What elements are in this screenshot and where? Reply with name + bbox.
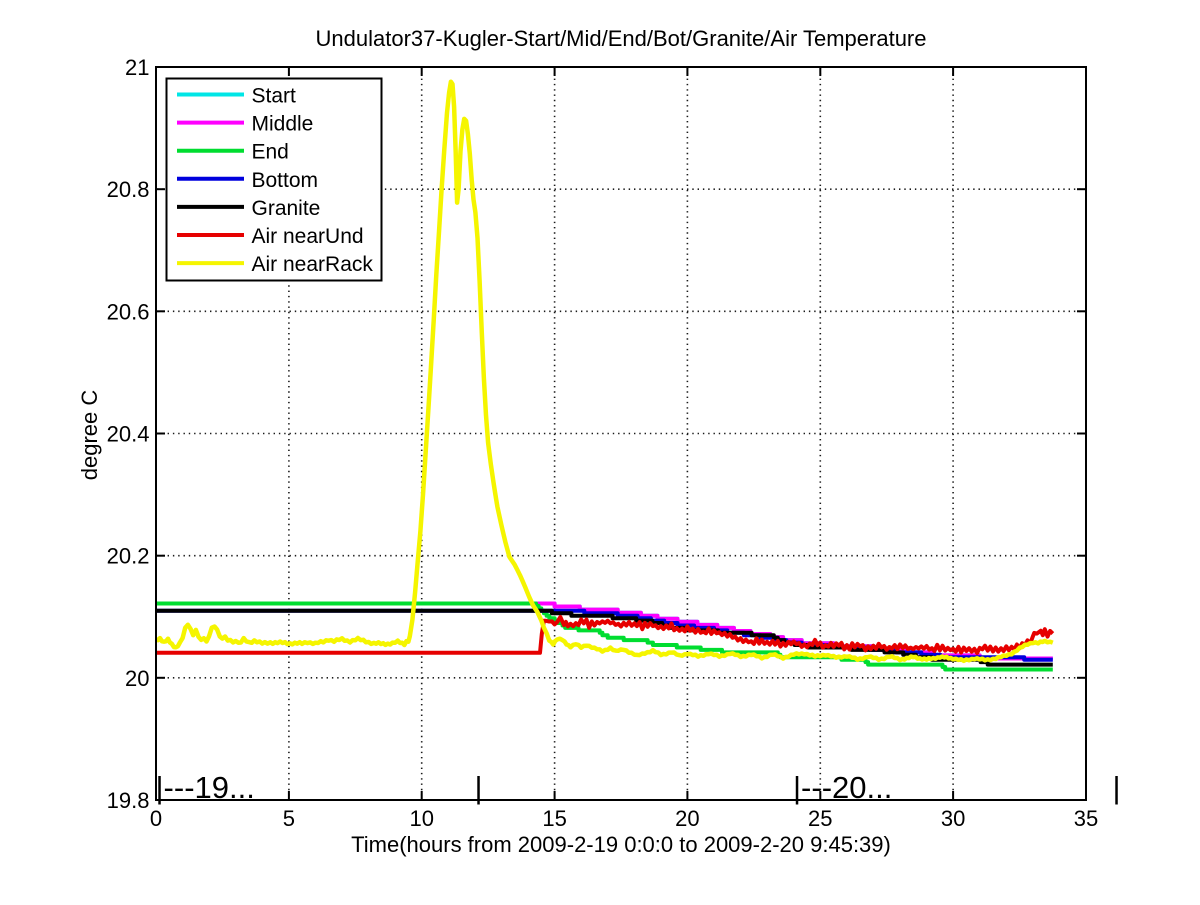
- svg-text:|: |: [475, 770, 483, 805]
- svg-text:degree C: degree C: [77, 390, 102, 481]
- svg-text:Air nearUnd: Air nearUnd: [252, 225, 364, 248]
- svg-text:20: 20: [125, 666, 149, 691]
- svg-text:End: End: [252, 141, 289, 164]
- svg-text:15: 15: [542, 806, 566, 831]
- svg-text:Undulator37-Kugler-Start/Mid/E: Undulator37-Kugler-Start/Mid/End/Bot/Gra…: [316, 26, 927, 51]
- svg-text:Start: Start: [252, 85, 297, 108]
- svg-text:10: 10: [409, 806, 433, 831]
- svg-text:Air nearRack: Air nearRack: [252, 253, 374, 276]
- svg-text:Middle: Middle: [252, 113, 314, 136]
- svg-text:|---19...: |---19...: [156, 770, 255, 805]
- svg-text:Time(hours from 2009-2-19 0:0:: Time(hours from 2009-2-19 0:0:0 to 2009-…: [351, 832, 891, 857]
- svg-text:20.8: 20.8: [107, 177, 150, 202]
- svg-text:20.6: 20.6: [107, 299, 150, 324]
- svg-text:20.2: 20.2: [107, 544, 150, 569]
- svg-text:21: 21: [125, 55, 149, 80]
- svg-text:35: 35: [1074, 806, 1098, 831]
- svg-text:0: 0: [150, 806, 162, 831]
- svg-text:5: 5: [283, 806, 295, 831]
- svg-text:Granite: Granite: [252, 197, 321, 220]
- svg-text:30: 30: [941, 806, 965, 831]
- svg-text:25: 25: [808, 806, 832, 831]
- svg-text:19.8: 19.8: [107, 788, 150, 813]
- svg-text:|: |: [1113, 770, 1121, 805]
- svg-text:20: 20: [675, 806, 699, 831]
- svg-text:|---20...: |---20...: [793, 770, 892, 805]
- svg-text:Bottom: Bottom: [252, 169, 319, 192]
- svg-text:20.4: 20.4: [107, 422, 150, 447]
